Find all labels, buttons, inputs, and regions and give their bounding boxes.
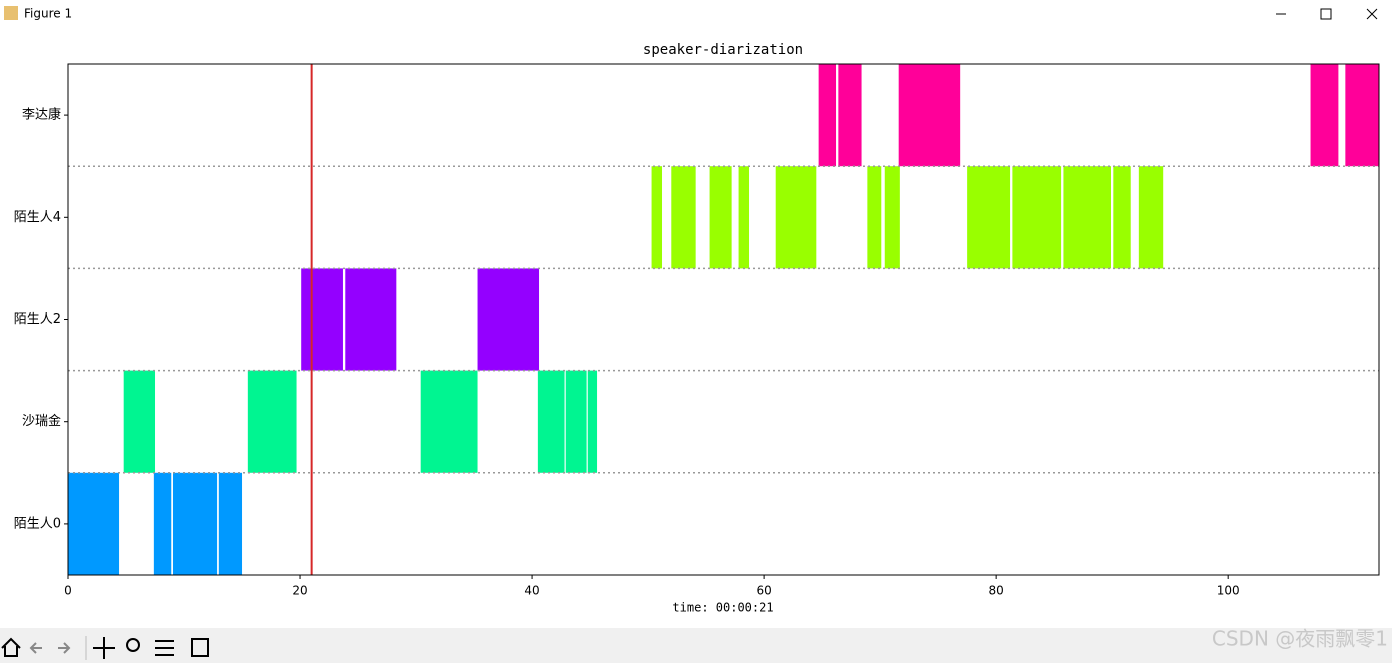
segment [68,472,120,575]
x-tick-label: 100 [1217,584,1240,598]
segment [867,166,882,269]
segment [345,268,397,371]
segment [587,370,598,473]
maximize-button[interactable] [1320,8,1332,20]
configure-button[interactable] [155,640,174,656]
segment [1310,64,1339,167]
segment [247,370,297,473]
toolbar [0,628,1392,663]
x-tick-label: 60 [756,584,771,598]
x-tick-label: 20 [292,584,307,598]
y-tick-label: 陌生人2 [14,312,61,327]
x-tick-label: 80 [989,584,1004,598]
x-tick-label: 0 [64,584,72,598]
segment [218,472,243,575]
y-tick-label: 陌生人0 [14,516,61,531]
chart-title: speaker-diarization [643,42,803,58]
app-icon [4,6,18,20]
segment [1012,166,1062,269]
home-button[interactable] [1,637,21,657]
segment [898,64,961,167]
segment [477,268,540,371]
y-tick-label: 李达康 [22,107,61,123]
plot-frame [67,63,1380,576]
y-tick-label: 沙瑞金 [22,413,61,429]
segment [775,166,817,269]
segment [172,472,218,575]
x-tick-label: 40 [524,584,539,598]
segment [1063,166,1111,269]
segment [838,64,862,167]
y-tick-label: 陌生人4 [14,210,61,225]
segment [565,370,587,473]
segment [537,370,565,473]
segment [420,370,478,473]
watermark: CSDN @夜雨飘零1 [1212,627,1388,651]
segment [123,370,156,473]
segment [967,166,1011,269]
save-button[interactable] [191,638,209,657]
x-axis-label: time: 00:00:21 [672,601,773,615]
segment [651,166,663,269]
segment [153,472,172,575]
segment [1138,166,1164,269]
back-button[interactable] [29,642,42,654]
segment [1113,166,1131,269]
window-title: Figure 1 [24,7,72,21]
forward-button[interactable] [58,642,71,654]
title-bar [0,0,1392,28]
segment [738,166,750,269]
segment [671,166,696,269]
segment [884,166,900,269]
segment [818,64,837,167]
close-button[interactable] [1366,8,1378,20]
segment [301,268,343,371]
pan-button[interactable] [93,637,115,659]
segment [709,166,732,269]
zoom-button[interactable] [126,638,140,652]
segment [1345,64,1379,167]
